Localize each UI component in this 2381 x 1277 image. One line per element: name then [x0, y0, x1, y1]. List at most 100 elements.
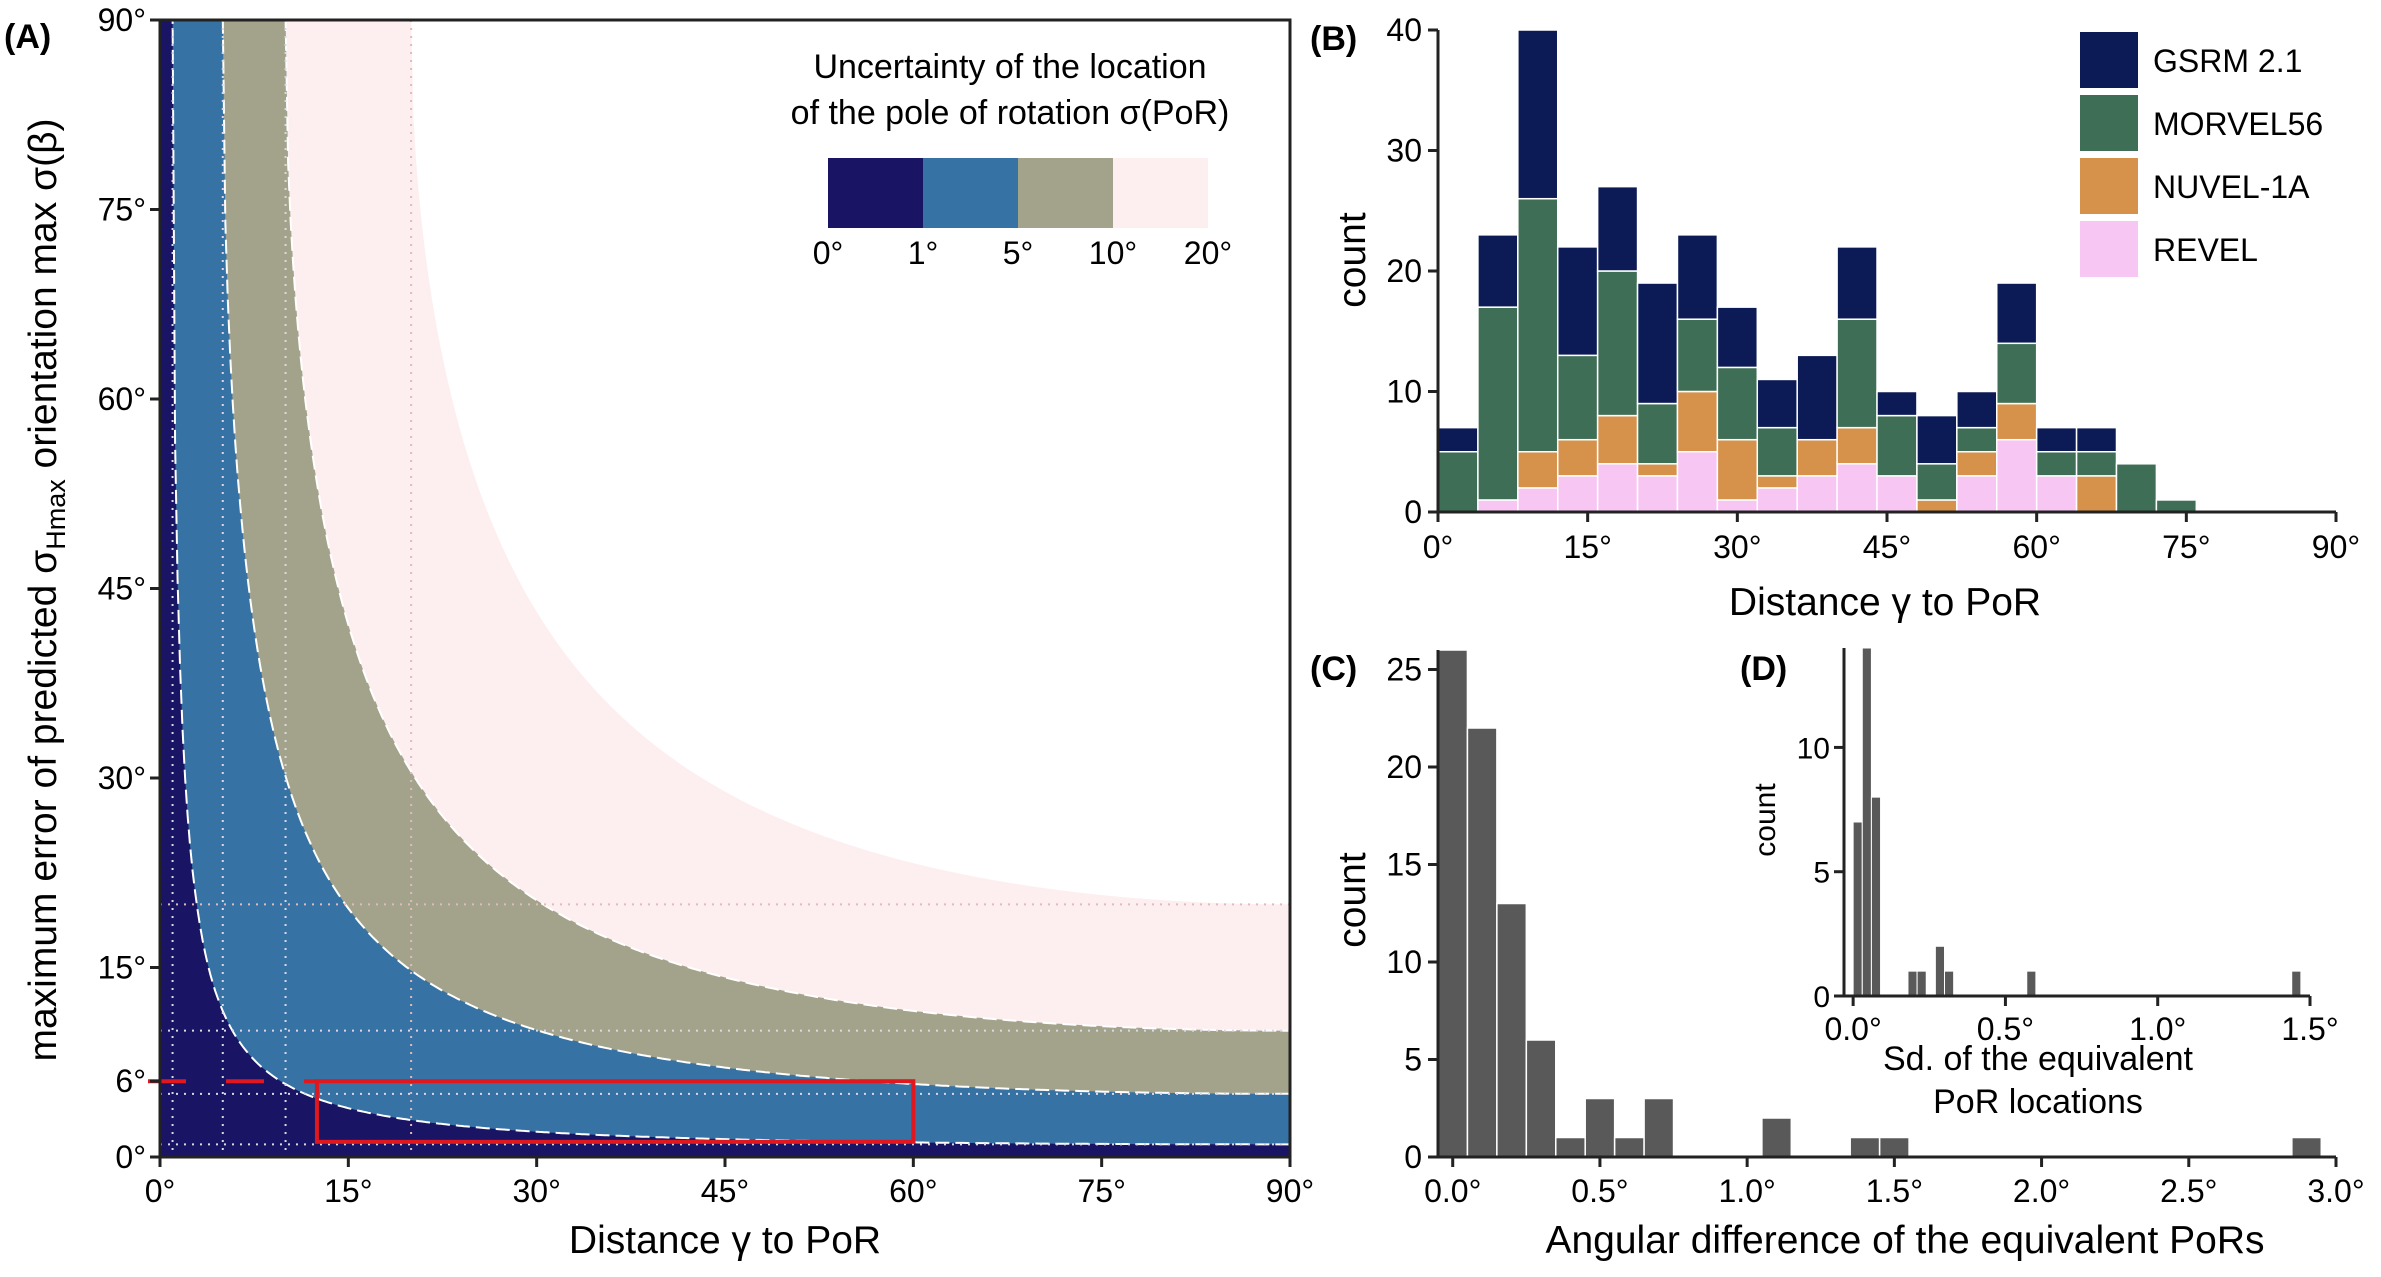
- bar-gsrm-2-1: [2075, 426, 2118, 453]
- legend-entry: REVEL: [2153, 232, 2258, 268]
- a-y-tick-label: 90°: [98, 2, 146, 38]
- c-y-tick-label: 0: [1404, 1139, 1422, 1175]
- bar-morvel56: [1596, 270, 1639, 417]
- b-x-tick-label: 45°: [1863, 529, 1911, 565]
- bar-morvel56: [1676, 318, 1719, 393]
- bar-revel: [1796, 475, 1838, 513]
- d-x-tick-label: 1.0°: [2129, 1011, 2186, 1047]
- bar: [2291, 970, 2302, 997]
- bar-morvel56: [2155, 499, 2198, 513]
- b-y-tick-label: 0: [1404, 494, 1422, 530]
- bar-revel: [1636, 475, 1679, 513]
- bar: [1861, 647, 1872, 997]
- legend-swatch: [2080, 158, 2138, 214]
- panel-d-x-axis-label-line-2: PoR locations: [1933, 1083, 2143, 1121]
- bar-morvel56: [2115, 463, 2158, 513]
- legend-swatch: [2080, 95, 2138, 151]
- bar-nuvel-1a: [1796, 438, 1838, 477]
- a-y-tick-label: 30°: [98, 760, 146, 796]
- b-y-tick-label: 30: [1386, 133, 1422, 169]
- panel-d-x-axis-label-line-1: Sd. of the equivalent: [1883, 1040, 2194, 1078]
- bar-nuvel-1a: [1676, 390, 1719, 453]
- bar-nuvel-1a: [1556, 438, 1599, 477]
- panel-d-bars: [1852, 647, 2302, 997]
- bar-gsrm-2-1: [1836, 246, 1878, 320]
- bar-revel: [1556, 475, 1599, 513]
- panel-a: (A) 0° 15° 30° 45° 60° 75° 90° 0° 6° 15° 30° 45° 60…: [4, 2, 1314, 1262]
- colorbar-label: 1°: [908, 235, 939, 271]
- panel-b-x-ticks: 0° 15° 30° 45° 60° 75° 90°: [1423, 512, 2360, 565]
- c-y-tick-label: 10: [1386, 944, 1422, 980]
- panel-a-label: (A): [4, 18, 51, 56]
- bar-gsrm-2-1: [1756, 378, 1798, 429]
- bar-gsrm-2-1: [1956, 390, 1998, 429]
- bar-revel: [1596, 463, 1639, 513]
- bar-revel: [1956, 475, 1998, 513]
- panel-b-x-axis-label: Distance γ to PoR: [1729, 581, 2041, 624]
- bar: [2291, 1136, 2323, 1158]
- bar: [1916, 970, 1927, 997]
- legend-entry: GSRM 2.1: [2153, 43, 2302, 79]
- a-x-tick-label: 30°: [512, 1173, 560, 1209]
- bar-gsrm-2-1: [1596, 185, 1639, 272]
- a-y-tick-label: 0°: [115, 1139, 146, 1175]
- colorbar-swatch: [1113, 158, 1208, 228]
- bar: [2026, 970, 2037, 997]
- legend-colorbar: [828, 158, 1208, 228]
- bar-gsrm-2-1: [1437, 426, 1479, 453]
- c-x-tick-label: 1.5°: [1866, 1173, 1923, 1209]
- b-x-tick-label: 15°: [1563, 529, 1611, 565]
- panel-b-y-axis-label: count: [1331, 212, 1374, 308]
- b-x-tick-label: 0°: [1423, 529, 1454, 565]
- panel-c-label: (C): [1310, 650, 1357, 688]
- panel-d-y-ticks: 0 5 10: [1797, 732, 1844, 1014]
- c-x-tick-label: 3.0°: [2307, 1173, 2364, 1209]
- b-y-tick-label: 40: [1386, 12, 1422, 48]
- bar-morvel56: [1876, 414, 1918, 477]
- c-y-tick-label: 5: [1404, 1042, 1422, 1078]
- panel-d-x-ticks: 0.0° 0.5° 1.0° 1.5°: [1824, 996, 2339, 1047]
- bar: [1870, 796, 1882, 997]
- bar-morvel56: [1996, 342, 2038, 405]
- bar: [1496, 902, 1528, 1158]
- a-y-tick-label: 45°: [98, 571, 146, 607]
- bar: [1852, 821, 1863, 997]
- bar-nuvel-1a: [1596, 414, 1639, 465]
- bar-morvel56: [1636, 402, 1679, 465]
- panel-a-x-ticks: 0° 15° 30° 45° 60° 75° 90°: [145, 1157, 1314, 1209]
- legend-labels: 0° 1° 5° 10° 20°: [813, 235, 1232, 271]
- a-x-tick-label: 15°: [324, 1173, 372, 1209]
- panel-d-label: (D): [1740, 650, 1787, 688]
- panel-a-reference: [148, 1079, 916, 1144]
- bar-revel: [1676, 451, 1719, 513]
- panel-a-grid: [160, 20, 1290, 1157]
- bar-gsrm-2-1: [1477, 234, 1519, 308]
- panel-a-y-axis-label: maximum error of predicted σHmax orienta…: [22, 118, 71, 1061]
- panel-c: (C) 0.0° 0.5° 1.0° 1.5° 2.0° 2.5° 3.0° 0 5 10 15 2…: [1310, 649, 2365, 1262]
- bar-revel: [1517, 487, 1559, 513]
- bar-gsrm-2-1: [2035, 426, 2078, 453]
- panel-a-x-axis-label: Distance γ to PoR: [569, 1219, 881, 1262]
- bar-morvel56: [1477, 306, 1519, 501]
- c-x-tick-label: 2.0°: [2013, 1173, 2070, 1209]
- d-x-tick-label: 0.5°: [1977, 1011, 2034, 1047]
- bar-gsrm-2-1: [1876, 390, 1918, 417]
- bar-nuvel-1a: [1716, 438, 1759, 501]
- band-sigma-10: [160, 20, 1290, 1157]
- bar: [1907, 970, 1918, 997]
- colorbar-swatch: [1018, 158, 1113, 228]
- bar-morvel56: [1517, 197, 1559, 453]
- bar-morvel56: [1716, 366, 1759, 441]
- bar-nuvel-1a: [1756, 475, 1798, 489]
- d-x-tick-label: 0.0°: [1824, 1011, 1881, 1047]
- d-y-tick-label: 0: [1813, 981, 1830, 1014]
- c-y-tick-label: 15: [1386, 847, 1422, 883]
- colorbar-label: 5°: [1003, 235, 1034, 271]
- panel-a-y-ticks: 0° 6° 15° 30° 45° 60° 75° 90°: [98, 2, 160, 1175]
- d-y-tick-label: 5: [1813, 857, 1830, 890]
- bar-morvel56: [1916, 463, 1958, 501]
- b-x-tick-label: 30°: [1713, 529, 1761, 565]
- bar-nuvel-1a: [1636, 463, 1679, 477]
- bar: [1555, 1136, 1586, 1158]
- legend-swatch: [2080, 32, 2138, 88]
